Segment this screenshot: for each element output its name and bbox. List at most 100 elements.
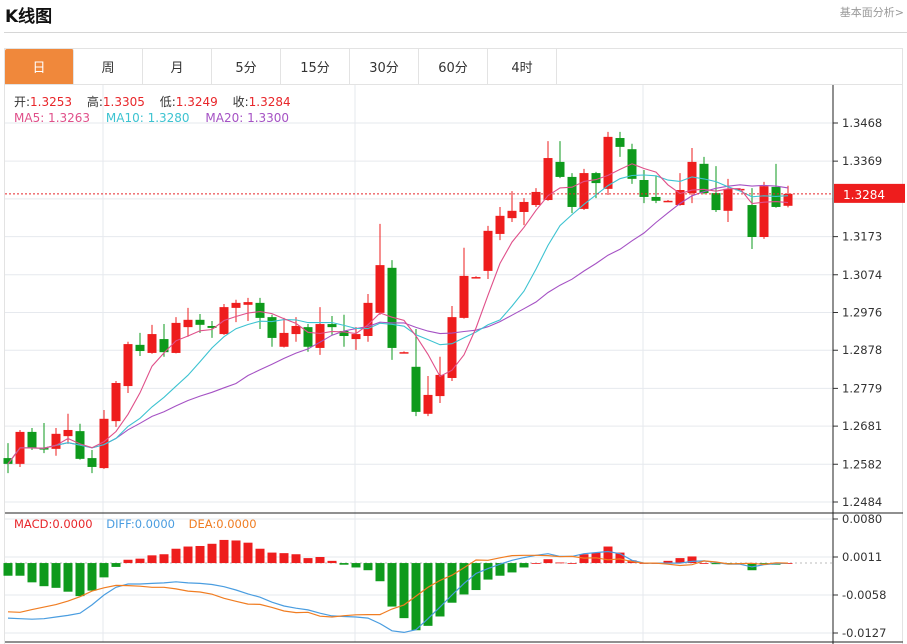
macd-bar (351, 563, 361, 568)
macd-bar (123, 559, 133, 564)
macd-bar (603, 546, 613, 564)
candle-up (483, 230, 493, 271)
candle-up (423, 394, 433, 414)
candle-up (543, 158, 553, 201)
y-tick-label: 1.3074 (842, 268, 882, 282)
tab-60min[interactable]: 60分 (419, 49, 488, 84)
candle-down (27, 431, 37, 449)
candle-down (135, 344, 145, 352)
tab-month[interactable]: 月 (143, 49, 212, 84)
low-value: 1.3249 (175, 95, 218, 109)
tab-30min[interactable]: 30分 (350, 49, 419, 84)
macd-bar (483, 563, 493, 580)
candle-up (63, 429, 73, 437)
tab-week[interactable]: 周 (74, 49, 143, 84)
macd-bar (63, 563, 73, 592)
y-tick-label: 1.2779 (842, 381, 882, 395)
fundamental-analysis-link[interactable]: 基本面分析> (839, 6, 904, 19)
candle-up (759, 186, 769, 238)
macd-bar (255, 548, 265, 564)
macd-tick-label: 0.0080 (842, 512, 882, 526)
candle-up (171, 322, 181, 353)
macd-bar (327, 560, 337, 564)
candle-up (531, 191, 541, 206)
macd-bar (3, 563, 13, 576)
candle-down (339, 330, 349, 336)
y-tick-label: 1.3173 (842, 230, 882, 244)
macd-bar (555, 562, 565, 564)
candle-down (555, 161, 565, 177)
candle-up (51, 433, 61, 449)
candle-up (111, 382, 121, 422)
candle-up (363, 302, 373, 336)
candle-down (747, 205, 757, 238)
macd-bar (363, 563, 373, 571)
candle-up (519, 201, 529, 212)
candle-down (327, 324, 337, 328)
high-value: 1.3305 (102, 95, 145, 109)
macd-bar (615, 552, 625, 564)
macd-bar (243, 542, 253, 564)
close-value: 1.3284 (248, 95, 291, 109)
candle-up (99, 418, 109, 469)
ma10-line (7, 174, 789, 465)
candle-up (459, 275, 469, 318)
macd-bar (171, 548, 181, 564)
candle-down (639, 180, 649, 197)
macd-bar (111, 563, 121, 567)
macd-bar (75, 563, 85, 597)
divider (5, 84, 903, 85)
ma20-value: MA20: 1.3300 (205, 111, 290, 125)
macd-bar (459, 563, 469, 595)
macd-bar (399, 563, 409, 619)
macd-bar (675, 558, 685, 564)
macd-bar (687, 556, 697, 564)
tab-5min[interactable]: 5分 (212, 49, 281, 84)
candle-up (471, 277, 481, 279)
candle-down (195, 319, 205, 325)
candle-down (615, 138, 625, 147)
macd-bar (447, 563, 457, 603)
macd-bar (315, 557, 325, 564)
ma5-value: MA5: 1.3263 (14, 111, 91, 125)
macd-bar (375, 563, 385, 582)
macd-bar (711, 563, 721, 565)
candle-down (711, 193, 721, 211)
candle-down (207, 325, 217, 328)
candle-down (3, 458, 13, 464)
ma-readout: MA5: 1.3263 MA10: 1.3280 MA20: 1.3300 (14, 111, 289, 125)
candle-up (735, 188, 745, 191)
candle-up (435, 374, 445, 397)
tab-4hour[interactable]: 4时 (488, 49, 557, 84)
candle-up (351, 334, 361, 340)
ohlc-readout: 开:1.3253 高:1.3305 低:1.3249 收:1.3284 (14, 93, 302, 110)
macd-bar (147, 555, 157, 564)
ma5-line (7, 163, 789, 465)
candle-up (231, 302, 241, 308)
candle-up (291, 325, 301, 335)
macd-bar (183, 546, 193, 564)
candle-up (723, 188, 733, 211)
macd-bar (759, 563, 769, 564)
ma10-value: MA10: 1.3280 (105, 111, 190, 125)
candle-up (123, 344, 133, 387)
tab-15min[interactable]: 15分 (281, 49, 350, 84)
tab-day[interactable]: 日 (5, 49, 74, 84)
close-label: 收: (232, 95, 249, 109)
candle-down (159, 339, 169, 353)
candle-up (783, 193, 793, 206)
macd-tick-label: 0.0011 (842, 550, 882, 564)
dea-line (7, 554, 789, 618)
candle-up (279, 332, 289, 347)
macd-bar (495, 563, 505, 576)
macd-bar (507, 563, 517, 573)
macd-bar (51, 563, 61, 588)
candle-down (255, 302, 265, 318)
macd-bar (519, 563, 529, 568)
macd-bar (231, 540, 241, 564)
macd-bar (435, 563, 445, 617)
candle-down (591, 173, 601, 184)
macd-bar (279, 553, 289, 564)
macd-bar (387, 563, 397, 607)
